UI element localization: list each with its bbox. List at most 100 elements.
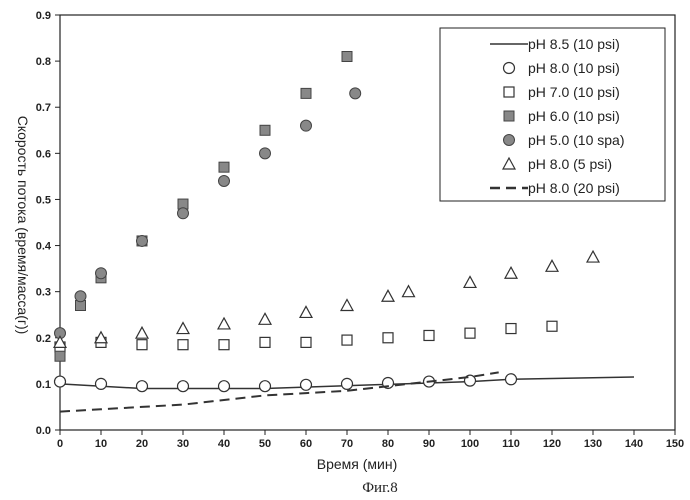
legend-label: pH 8.0 (5 psi) [528, 156, 612, 172]
data-point [349, 87, 362, 100]
data-point [136, 234, 148, 247]
x-tick-label: 10 [95, 438, 107, 450]
x-tick-label: 110 [502, 438, 520, 450]
data-point [94, 377, 108, 390]
data-point [259, 124, 271, 136]
data-point [340, 377, 354, 390]
x-axis-ticks: 0 10 20 30 40 50 60 70 80 90 100 110 120 130 140 150 [57, 430, 684, 450]
data-point [546, 320, 558, 332]
series-2 [54, 320, 558, 353]
legend-label: pH 8.0 (10 psi) [528, 60, 620, 76]
x-tick-label: 130 [584, 438, 602, 450]
series-5 [52, 249, 601, 348]
legend: pH 8.5 (10 psi) pH 8.0 (10 psi) pH 7.0 (10… [439, 27, 666, 202]
y-tick-label: 0.7 [36, 102, 51, 114]
legend-label: pH 6.0 (10 psi) [528, 108, 620, 124]
data-point [462, 275, 478, 289]
data-point [93, 330, 109, 344]
data-point [217, 380, 231, 393]
y-tick-label: 0.0 [36, 425, 51, 437]
data-point [300, 87, 312, 99]
data-point [300, 336, 312, 348]
data-point [259, 336, 271, 348]
legend-label: pH 8.5 (10 psi) [528, 36, 620, 52]
x-tick-label: 60 [300, 438, 312, 450]
legend-swatch [503, 86, 515, 98]
x-tick-label: 120 [543, 438, 561, 450]
series-0 [59, 376, 635, 390]
data-point [175, 321, 191, 335]
legend-swatch [503, 110, 515, 122]
legend-item: pH 8.0 (5 psi) [501, 156, 612, 172]
x-axis-label: Время (мин) [317, 456, 398, 472]
data-point [176, 380, 190, 393]
y-tick-label: 0.5 [36, 194, 51, 206]
x-tick-label: 50 [259, 438, 271, 450]
y-tick-label: 0.2 [36, 333, 51, 345]
data-point [380, 289, 396, 302]
y-tick-label: 0.1 [36, 379, 51, 391]
x-tick-label: 80 [382, 438, 394, 450]
x-tick-label: 90 [423, 438, 435, 450]
series-line [59, 371, 499, 413]
data-point [52, 335, 68, 348]
y-tick-label: 0.3 [36, 287, 51, 299]
legend-swatch [501, 156, 517, 170]
data-point [341, 51, 353, 62]
y-tick-label: 0.6 [36, 148, 51, 160]
series-4 [54, 87, 362, 340]
data-point [257, 312, 273, 325]
data-point [95, 267, 107, 280]
data-point [339, 298, 355, 312]
x-tick-label: 150 [666, 438, 684, 450]
legend-label: pH 8.0 (20 psi) [528, 180, 620, 196]
data-point [504, 373, 518, 386]
data-point [134, 325, 150, 339]
legend-item: pH 7.0 (10 psi) [503, 84, 620, 100]
data-point [135, 380, 149, 393]
data-point [177, 207, 189, 220]
data-point [54, 350, 66, 362]
data-point [258, 380, 272, 393]
data-point [74, 290, 87, 303]
data-point [216, 316, 232, 330]
x-tick-label: 0 [57, 438, 63, 450]
legend-item: pH 8.5 (10 psi) [490, 36, 620, 52]
data-point [177, 339, 189, 351]
data-point [464, 327, 476, 339]
legend-box [439, 27, 666, 202]
y-tick-label: 0.4 [36, 241, 52, 253]
data-point [544, 259, 560, 272]
plot-frame [59, 14, 676, 431]
series-6 [59, 371, 499, 413]
legend-swatch [502, 61, 516, 75]
data-point [401, 284, 416, 298]
data-point [503, 265, 519, 279]
y-tick-label: 0.8 [36, 56, 51, 68]
x-tick-label: 30 [177, 438, 189, 450]
x-tick-label: 140 [625, 438, 643, 450]
data-point [218, 175, 230, 187]
legend-swatch [503, 134, 515, 146]
legend-item: pH 8.0 (20 psi) [490, 180, 620, 196]
data-point [341, 334, 353, 346]
data-point [300, 119, 312, 132]
x-tick-label: 100 [461, 438, 479, 450]
data-point [218, 339, 230, 351]
figure-caption: Фиг.8 [362, 480, 398, 496]
x-tick-label: 70 [341, 438, 353, 450]
data-point [585, 249, 601, 263]
legend-item: pH 5.0 (10 spa) [503, 132, 625, 148]
series-1 [53, 373, 518, 393]
data-point [136, 339, 148, 351]
x-tick-label: 40 [218, 438, 230, 450]
y-axis-ticks: 0.0 0.1 0.2 0.3 0.4 0.5 0.6 0.7 0.8 0.9 [36, 10, 60, 437]
x-tick-label: 20 [136, 438, 148, 450]
data-point [299, 378, 313, 391]
series-layer [52, 51, 635, 413]
legend-item: pH 8.0 (10 psi) [502, 60, 620, 76]
legend-item: pH 6.0 (10 psi) [503, 108, 620, 124]
data-point [53, 375, 67, 388]
legend-items: pH 8.5 (10 psi) pH 8.0 (10 psi) pH 7.0 (10… [490, 36, 625, 196]
